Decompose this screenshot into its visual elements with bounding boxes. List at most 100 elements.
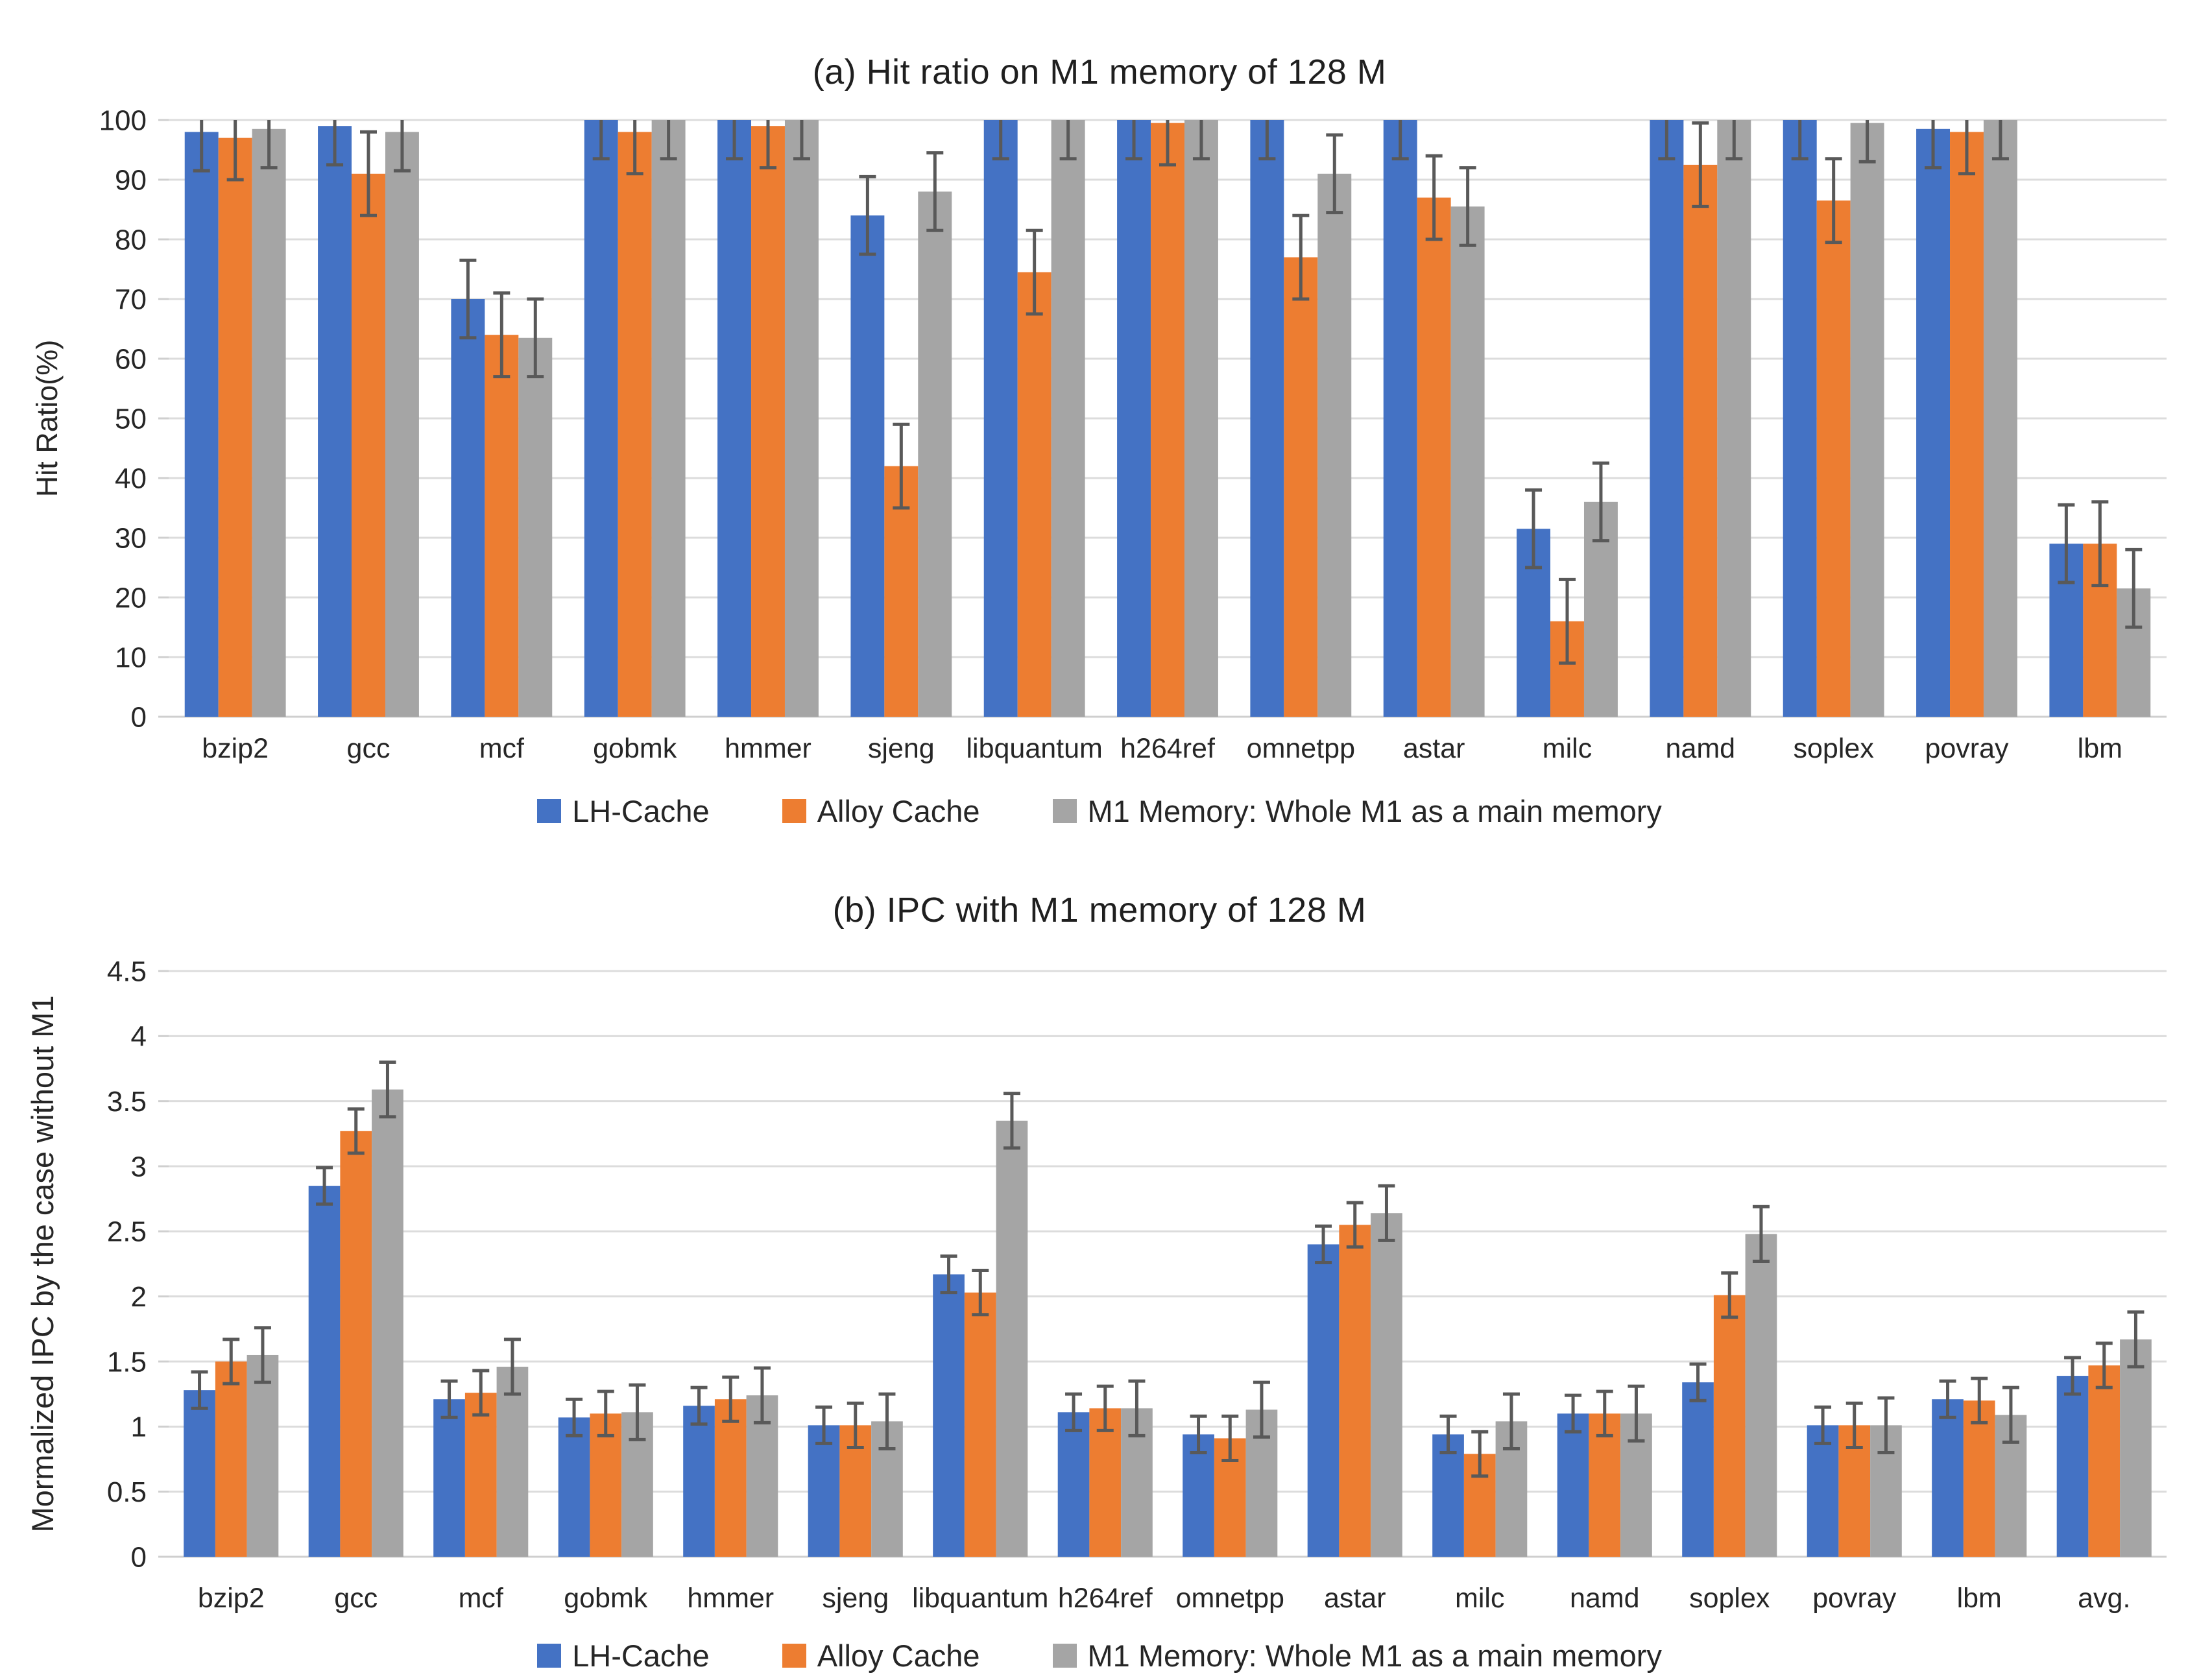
y-tick-label: 40 bbox=[115, 462, 147, 494]
bar bbox=[1417, 197, 1451, 717]
category-label: h264ref bbox=[1058, 1583, 1153, 1614]
legend-swatch-icon bbox=[782, 798, 806, 823]
bar bbox=[2088, 1365, 2121, 1557]
legend-label: LH-Cache bbox=[572, 1638, 710, 1673]
bar bbox=[1383, 120, 1417, 717]
bar bbox=[1713, 1295, 1746, 1557]
bar bbox=[1450, 206, 1485, 717]
category-label: milc bbox=[1455, 1583, 1504, 1614]
chart-a-plot: 0 10 20 30 40 50 60 70 80 90 100 bzip2 gcc mcf gobmk hm… bbox=[30, 104, 2167, 764]
category-label: hmmer bbox=[687, 1583, 774, 1614]
bar bbox=[2120, 1339, 2152, 1557]
y-tick-label: 4.5 bbox=[107, 955, 147, 987]
bar bbox=[451, 299, 485, 717]
bar bbox=[1339, 1225, 1371, 1557]
y-tick-label: 60 bbox=[115, 343, 147, 375]
bar bbox=[252, 128, 286, 717]
y-axis-title: Mormalized IPC by the case without M1 bbox=[25, 995, 60, 1532]
category-label: gcc bbox=[334, 1583, 378, 1614]
bar bbox=[1057, 1412, 1090, 1557]
bar bbox=[651, 120, 686, 717]
chart-a-legend: LH-Cache Alloy Cache M1 Memory: Whole M1 a… bbox=[0, 790, 2199, 832]
bar bbox=[1017, 272, 1051, 717]
category-label: povray bbox=[1812, 1583, 1897, 1614]
bar bbox=[518, 337, 553, 717]
legend-item: Alloy Cache bbox=[782, 1638, 980, 1674]
bar bbox=[318, 126, 352, 717]
bar bbox=[584, 120, 618, 717]
y-tick-label: 20 bbox=[115, 582, 147, 614]
bar bbox=[184, 132, 219, 717]
bar bbox=[558, 1417, 590, 1557]
bar bbox=[308, 1186, 341, 1557]
y-tick-label: 0.5 bbox=[107, 1476, 147, 1508]
legend-swatch-icon bbox=[1052, 798, 1077, 823]
bar bbox=[1932, 1399, 1964, 1557]
bar bbox=[1183, 1434, 1214, 1557]
category-label: h264ref bbox=[1120, 733, 1216, 764]
legend-label: Alloy Cache bbox=[817, 1638, 980, 1673]
category-label: gcc bbox=[347, 733, 391, 764]
category-label: mcf bbox=[479, 733, 525, 764]
bar bbox=[218, 138, 252, 717]
bar bbox=[485, 335, 519, 717]
category-label: bzip2 bbox=[202, 733, 269, 764]
bar bbox=[1683, 165, 1718, 717]
y-tick-label: 30 bbox=[115, 522, 147, 554]
category-label: gobmk bbox=[593, 733, 677, 764]
bar bbox=[784, 120, 819, 717]
y-tick-label: 4 bbox=[131, 1021, 147, 1053]
legend-label: M1 Memory: Whole M1 as a main memory bbox=[1087, 1638, 1662, 1673]
bar bbox=[1916, 128, 1951, 717]
bar bbox=[1557, 1413, 1589, 1557]
category-label: libquantum bbox=[966, 733, 1102, 764]
legend-swatch-icon bbox=[537, 1643, 562, 1668]
legend-item: LH-Cache bbox=[537, 1638, 710, 1674]
category-label: bzip2 bbox=[198, 1583, 265, 1614]
bar bbox=[2056, 1376, 2089, 1557]
category-label: omnetpp bbox=[1247, 733, 1355, 764]
y-axis-title: Hit Ratio(%) bbox=[30, 340, 64, 498]
bar bbox=[918, 191, 952, 717]
category-label: lbm bbox=[2078, 733, 2122, 764]
bar bbox=[246, 1354, 279, 1557]
bar bbox=[352, 173, 385, 717]
category-label: namd bbox=[1666, 733, 1736, 764]
bar bbox=[983, 120, 1018, 717]
category-label: libquantum bbox=[912, 1583, 1048, 1614]
category-label: astar bbox=[1403, 733, 1465, 764]
bar bbox=[1589, 1413, 1621, 1557]
y-tick-label: 100 bbox=[99, 104, 147, 136]
bar bbox=[372, 1089, 403, 1557]
bar bbox=[1983, 120, 2017, 717]
y-tick-label: 80 bbox=[115, 224, 147, 256]
legend-swatch-icon bbox=[537, 798, 562, 823]
legend-swatch-icon bbox=[782, 1643, 806, 1668]
category-label: povray bbox=[1925, 733, 2009, 764]
category-label: astar bbox=[1324, 1583, 1386, 1614]
bar bbox=[1650, 120, 1684, 717]
bar bbox=[1816, 200, 1851, 717]
y-tick-label: 3.5 bbox=[107, 1086, 147, 1118]
bar bbox=[1850, 123, 1884, 717]
category-label: soplex bbox=[1689, 1583, 1770, 1614]
bar bbox=[184, 1390, 215, 1557]
chart-b-legend: LH-Cache Alloy Cache M1 Memory: Whole M1 a… bbox=[0, 1635, 2199, 1676]
bar bbox=[1184, 120, 1218, 717]
bar bbox=[1371, 1213, 1402, 1557]
category-label: milc bbox=[1543, 733, 1592, 764]
bar bbox=[496, 1367, 529, 1557]
chart-b-title: (b) IPC with M1 memory of 128 M bbox=[832, 891, 1367, 930]
category-label: lbm bbox=[1957, 1583, 2002, 1614]
legend-label: Alloy Cache bbox=[817, 793, 980, 828]
bar bbox=[1250, 120, 1284, 717]
category-label: sjeng bbox=[822, 1583, 889, 1614]
category-label: avg. bbox=[2078, 1583, 2130, 1614]
bar bbox=[340, 1131, 372, 1557]
bar bbox=[751, 126, 785, 717]
bar bbox=[683, 1406, 715, 1557]
bar bbox=[714, 1399, 747, 1557]
y-tick-label: 1 bbox=[131, 1411, 147, 1443]
category-label: omnetpp bbox=[1176, 1583, 1284, 1614]
bar bbox=[1963, 1400, 1995, 1557]
